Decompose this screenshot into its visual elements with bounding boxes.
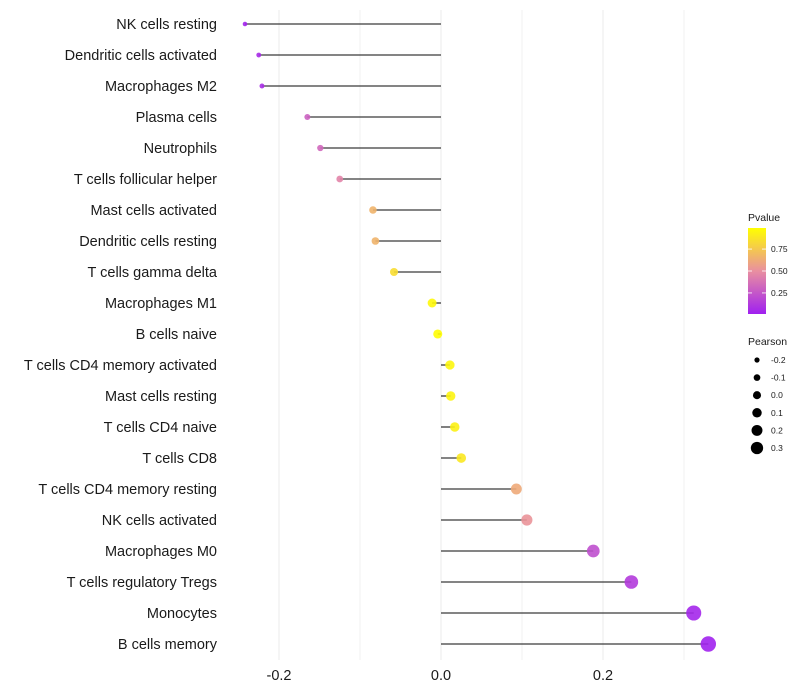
lollipop-point — [371, 237, 380, 245]
lollipop-point — [445, 360, 455, 370]
pearson-legend-title: Pearson — [748, 336, 787, 348]
stems-layer — [244, 23, 709, 645]
category-label: T cells CD4 naive — [104, 420, 217, 436]
lollipop-point — [256, 52, 262, 58]
lollipop-point — [510, 483, 522, 495]
colorbar-tick-label: 0.25 — [771, 288, 788, 298]
colorbar-tick-label: 0.75 — [771, 244, 788, 254]
category-label: T cells follicular helper — [74, 172, 217, 188]
lollipop-point — [336, 175, 344, 183]
x-axis-labels: -0.2 0.0 0.2 — [267, 668, 614, 684]
size-legend-dot — [750, 441, 764, 455]
lollipop-point — [586, 544, 600, 558]
x-tick-label: 0.2 — [593, 668, 613, 684]
category-label: B cells memory — [118, 637, 218, 653]
size-legend-dot — [753, 374, 761, 381]
size-legend-dot — [754, 357, 760, 363]
lollipop-point — [433, 329, 443, 339]
category-label: T cells CD4 memory resting — [38, 482, 217, 498]
colorbar-tick-label: 0.50 — [771, 266, 788, 276]
lollipop-point — [427, 298, 437, 308]
lollipop-point — [389, 267, 399, 277]
category-label: Mast cells activated — [90, 203, 217, 219]
lollipop-point — [259, 83, 265, 89]
category-label: T cells gamma delta — [88, 265, 218, 281]
lollipop-point — [242, 21, 248, 27]
size-legend-label: -0.1 — [771, 373, 786, 383]
size-legend-dot — [751, 424, 763, 436]
size-legend-dot — [752, 408, 762, 418]
pvalue-colorbar — [748, 228, 766, 314]
points-layer — [242, 21, 717, 652]
lollipop-point — [369, 206, 377, 214]
size-legend-label: 0.3 — [771, 443, 783, 453]
category-label: NK cells resting — [116, 17, 217, 33]
category-label: Macrophages M2 — [105, 79, 217, 95]
lollipop-point — [686, 605, 702, 621]
category-label: Dendritic cells resting — [79, 234, 217, 250]
x-tick-label: 0.0 — [431, 668, 451, 684]
y-axis-labels: NK cells resting Dendritic cells activate… — [24, 17, 218, 653]
category-label: Plasma cells — [136, 110, 217, 126]
lollipop-point — [304, 113, 311, 121]
category-label: Dendritic cells activated — [65, 48, 217, 64]
category-label: Macrophages M0 — [105, 544, 217, 560]
size-legend-label: 0.0 — [771, 390, 783, 400]
category-label: Neutrophils — [144, 141, 217, 157]
pvalue-legend: Pvalue 0.25 0.50 0.75 — [748, 212, 788, 314]
lollipop-point — [317, 144, 324, 152]
size-legend-dot — [752, 391, 762, 400]
lollipop-point — [446, 391, 456, 401]
category-label: Monocytes — [147, 606, 217, 622]
lollipop-point — [700, 636, 717, 652]
size-legend-label: 0.1 — [771, 408, 783, 418]
size-legend-label: 0.2 — [771, 425, 783, 435]
category-label: T cells CD8 — [142, 451, 217, 467]
category-label: Mast cells resting — [105, 389, 217, 405]
pvalue-legend-title: Pvalue — [748, 212, 780, 224]
lollipop-point — [521, 514, 533, 526]
size-legend-label: -0.2 — [771, 355, 786, 365]
category-label: B cells naive — [136, 327, 217, 343]
pearson-legend: Pearson -0.2 -0.1 0.0 0.1 0.2 0.3 — [748, 336, 787, 455]
lollipop-point — [456, 453, 467, 463]
lollipop-point — [624, 575, 639, 589]
category-label: Macrophages M1 — [105, 296, 217, 312]
category-label: T cells regulatory Tregs — [67, 575, 217, 591]
category-label: T cells CD4 memory activated — [24, 358, 217, 374]
category-label: NK cells activated — [102, 513, 217, 529]
lollipop-point — [450, 422, 460, 432]
x-tick-label: -0.2 — [267, 668, 292, 684]
grid-layer — [278, 10, 685, 660]
